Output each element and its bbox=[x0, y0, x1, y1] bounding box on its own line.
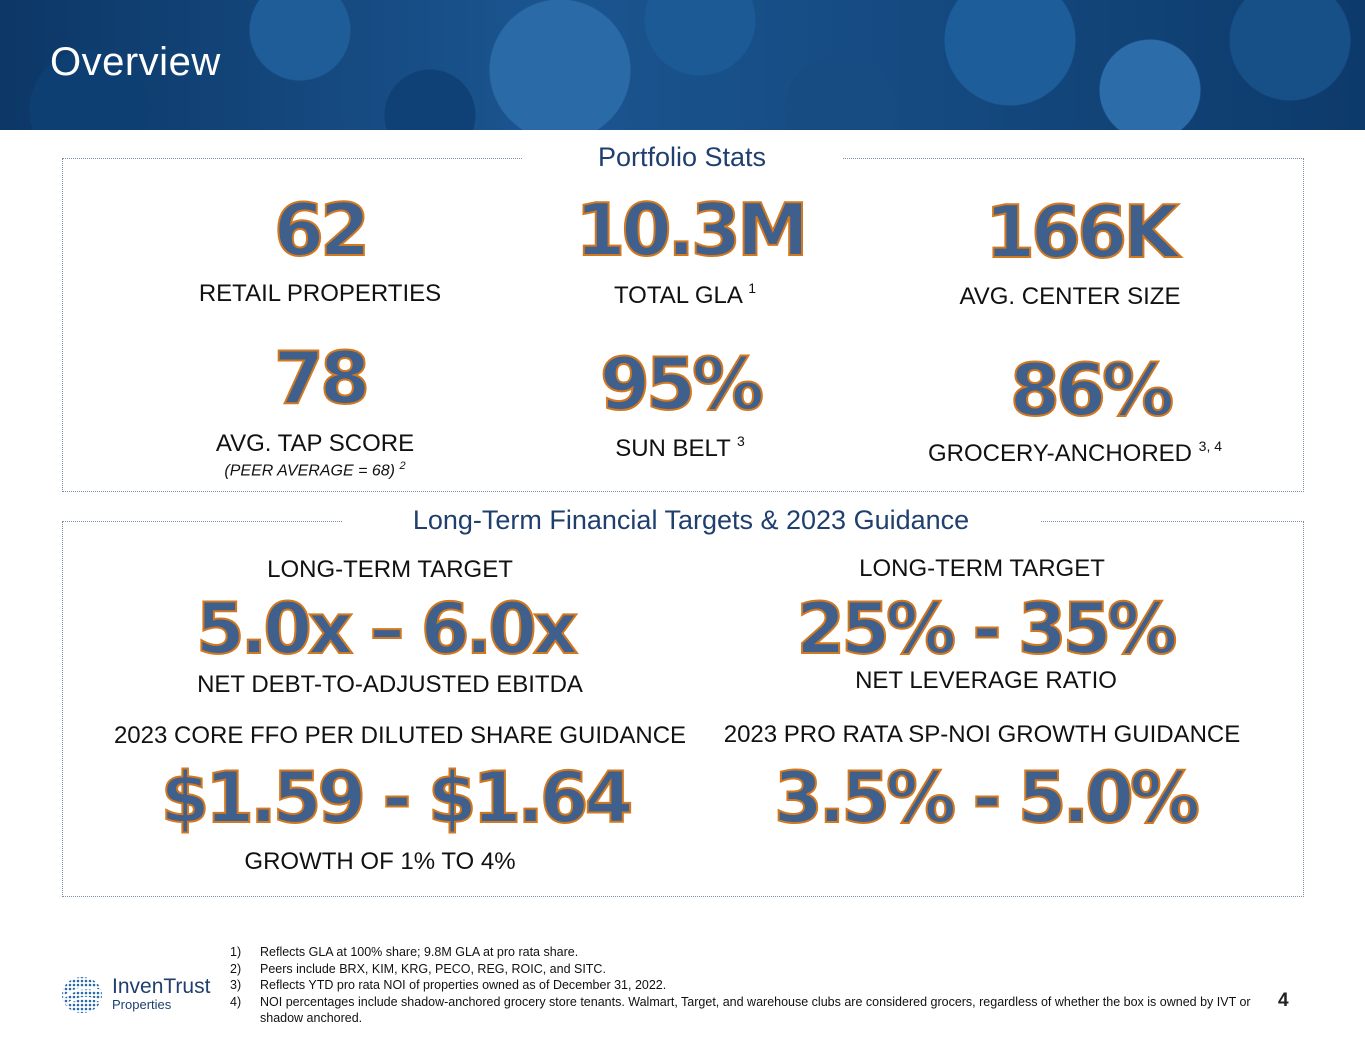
target-label-net-leverage: NET LEVERAGE RATIO bbox=[855, 667, 1117, 694]
footnotes: 1) Reflects GLA at 100% share; 9.8M GLA a… bbox=[230, 944, 1260, 1027]
footnote-3: 3) Reflects YTD pro rata NOI of propertie… bbox=[230, 978, 667, 993]
guidance-label-core-ffo-growth: GROWTH OF 1% TO 4% bbox=[244, 848, 516, 875]
guidance-heading-sp-noi: 2023 PRO RATA SP-NOI GROWTH GUIDANCE bbox=[723, 721, 1241, 748]
target-heading-net-leverage: LONG-TERM TARGET bbox=[859, 555, 1105, 582]
stat-label-total-gla: TOTAL GLA 1 bbox=[613, 280, 757, 309]
footnote-2: 2) Peers include BRX, KIM, KRG, PECO, REG… bbox=[230, 961, 606, 976]
logo-name: InvenTrust bbox=[112, 975, 211, 998]
stat-label-retail-properties: RETAIL PROPERTIES bbox=[198, 280, 442, 307]
guidance-value-core-ffo: $1.59 - $1.64 bbox=[160, 756, 635, 840]
stat-value-total-gla: 10.3M bbox=[574, 187, 809, 273]
stat-value-grocery-anchored: 86% bbox=[1009, 347, 1175, 433]
stat-note-peer-average: (PEER AVERAGE = 68) 2 bbox=[224, 460, 406, 480]
stat-label-sun-belt: SUN BELT 3 bbox=[615, 433, 745, 462]
stat-label-avg-center-size: AVG. CENTER SIZE bbox=[959, 283, 1181, 310]
footnote-4: 4) NOI percentages include shadow-anchore… bbox=[230, 994, 1251, 1026]
footnote-1: 1) Reflects GLA at 100% share; 9.8M GLA a… bbox=[230, 945, 579, 959]
target-value-net-leverage: 25% - 35% bbox=[796, 587, 1179, 671]
target-label-net-debt: NET DEBT-TO-ADJUSTED EBITDA bbox=[197, 671, 583, 698]
stat-label-tap-score: AVG. TAP SCORE bbox=[215, 430, 415, 457]
stat-value-avg-center-size: 166K bbox=[984, 189, 1180, 275]
logo-subtitle: Properties bbox=[112, 997, 172, 1012]
globe-logo-icon bbox=[62, 977, 102, 1013]
guidance-value-sp-noi: 3.5% - 5.0% bbox=[773, 756, 1201, 840]
stat-label-grocery-anchored: GROCERY-ANCHORED 3, 4 bbox=[927, 438, 1223, 467]
guidance-heading-core-ffo: 2023 CORE FFO PER DILUTED SHARE GUIDANCE bbox=[113, 722, 687, 749]
stat-value-retail-properties: 62 bbox=[273, 187, 371, 273]
inventrust-logo: InvenTrust Properties bbox=[60, 975, 220, 1015]
financial-targets-title: Long-Term Financial Targets & 2023 Guida… bbox=[342, 505, 1040, 536]
stat-value-sun-belt: 95% bbox=[599, 341, 765, 427]
page-number: 4 bbox=[1278, 990, 1289, 1011]
portfolio-stats-title: Portfolio Stats bbox=[522, 142, 842, 173]
header-banner: Overview bbox=[0, 0, 1365, 130]
target-heading-net-debt: LONG-TERM TARGET bbox=[267, 556, 513, 583]
stat-value-tap-score: 78 bbox=[273, 335, 371, 421]
page-title: Overview bbox=[50, 40, 221, 84]
target-value-net-debt: 5.0x – 6.0x bbox=[195, 587, 579, 671]
